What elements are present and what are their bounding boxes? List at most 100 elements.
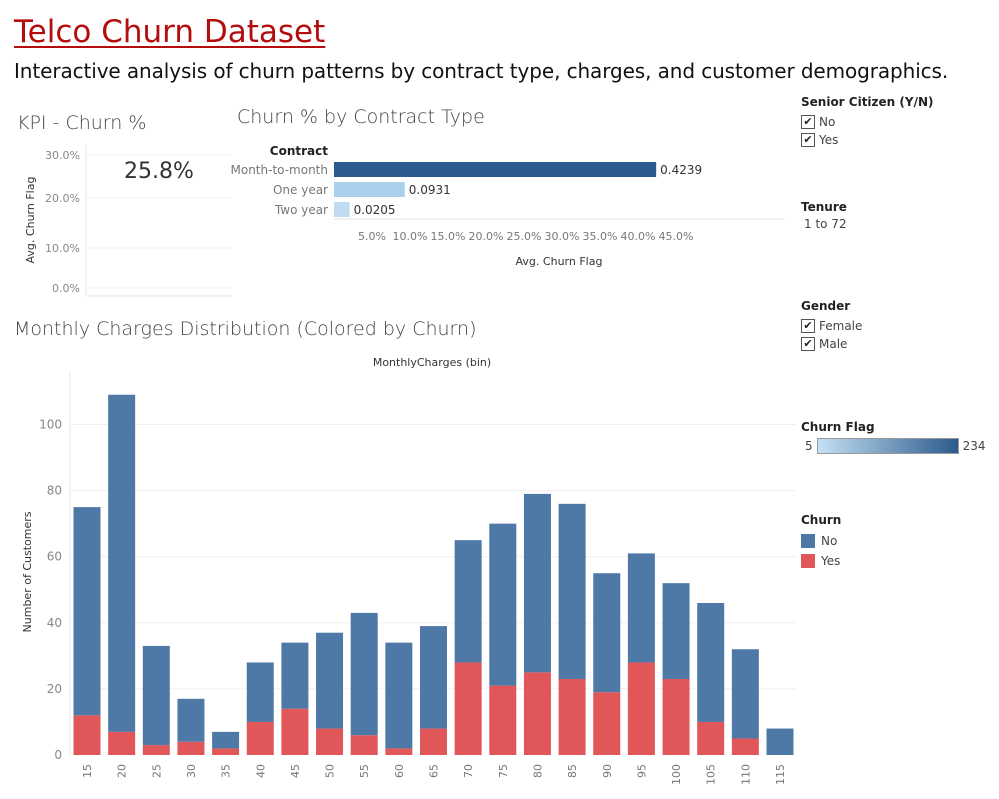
contract-chart-title: Churn % by Contract Type bbox=[237, 106, 485, 128]
contract-data-label: 0.0205 bbox=[354, 203, 396, 217]
histogram-y-tick-label: 100 bbox=[39, 418, 62, 432]
histogram-y-axis-label: Number of Customers bbox=[21, 511, 34, 632]
churn-flag-gradient bbox=[816, 438, 959, 454]
kpi-tick-label: 0.0% bbox=[52, 282, 80, 295]
senior-citizen-filter: Senior Citizen (Y/N) ✔ No ✔ Yes bbox=[801, 95, 933, 149]
churn-legend-label: No bbox=[821, 534, 838, 548]
histogram-bar-no bbox=[454, 540, 482, 663]
histogram-bar-no bbox=[662, 583, 690, 679]
histogram-bar-yes bbox=[73, 715, 101, 755]
tenure-filter-title: Tenure bbox=[801, 200, 847, 214]
churn-flag-color-legend: Churn Flag 5 234 bbox=[801, 420, 986, 454]
histogram-x-tick-label: 65 bbox=[428, 764, 441, 778]
senior-option-no[interactable]: ✔ No bbox=[801, 113, 933, 131]
senior-option-yes[interactable]: ✔ Yes bbox=[801, 131, 933, 149]
histogram-bar-yes bbox=[142, 745, 170, 755]
checkbox-checked-icon[interactable]: ✔ bbox=[801, 115, 815, 129]
checkbox-checked-icon[interactable]: ✔ bbox=[801, 133, 815, 147]
checkbox-checked-icon[interactable]: ✔ bbox=[801, 319, 815, 333]
contract-x-tick-label: 35.0% bbox=[583, 230, 618, 243]
tenure-range-value[interactable]: 1 to 72 bbox=[804, 217, 847, 231]
histogram-bar-no bbox=[766, 728, 794, 755]
checkbox-checked-icon[interactable]: ✔ bbox=[801, 337, 815, 351]
histogram-bar-no bbox=[627, 553, 655, 663]
tenure-filter: Tenure 1 to 72 bbox=[801, 200, 847, 231]
histogram-x-tick-label: 25 bbox=[150, 764, 163, 778]
gender-option-label: Male bbox=[819, 337, 848, 351]
histogram-title: Monthly Charges Distribution (Colored by… bbox=[14, 318, 477, 340]
histogram-bar-no bbox=[108, 394, 136, 732]
gender-option-female[interactable]: ✔ Female bbox=[801, 317, 862, 335]
dashboard-subtitle: Interactive analysis of churn patterns b… bbox=[14, 59, 949, 83]
senior-option-label: No bbox=[819, 115, 836, 129]
histogram-x-tick-label: 55 bbox=[358, 764, 371, 778]
churn-color-legend: Churn No Yes bbox=[801, 513, 841, 571]
contract-x-tick-label: 20.0% bbox=[469, 230, 504, 243]
histogram-bar-yes bbox=[316, 728, 344, 755]
histogram-x-tick-label: 100 bbox=[670, 764, 683, 785]
contract-x-tick-label: 10.0% bbox=[393, 230, 428, 243]
histogram-bar-yes bbox=[177, 741, 205, 755]
histogram-bar-no bbox=[246, 662, 274, 722]
histogram-x-tick-label: 105 bbox=[705, 764, 718, 785]
gender-filter: Gender ✔ Female ✔ Male bbox=[801, 299, 862, 353]
color-swatch bbox=[801, 534, 815, 548]
gender-option-male[interactable]: ✔ Male bbox=[801, 335, 862, 353]
kpi-tick-label: 20.0% bbox=[45, 192, 80, 205]
histogram-y-tick-label: 0 bbox=[54, 748, 62, 762]
histogram-bar-no bbox=[385, 642, 413, 749]
contract-category-label: Month-to-month bbox=[231, 163, 329, 177]
histogram-bar-no bbox=[731, 649, 759, 739]
histogram-bar-no bbox=[697, 602, 725, 722]
histogram-bar-no bbox=[593, 573, 621, 693]
kpi-value: 25.8% bbox=[124, 159, 194, 184]
churn-legend-item-yes[interactable]: Yes bbox=[801, 551, 841, 571]
contract-category-header: Contract bbox=[270, 144, 328, 158]
contract-x-tick-label: 5.0% bbox=[358, 230, 386, 243]
histogram-y-tick-label: 60 bbox=[47, 550, 62, 564]
contract-bar bbox=[334, 162, 657, 177]
histogram-y-tick-label: 80 bbox=[47, 484, 62, 498]
contract-category-label: One year bbox=[273, 183, 328, 197]
histogram-bar-yes bbox=[489, 685, 517, 755]
contract-x-tick-label: 40.0% bbox=[621, 230, 656, 243]
histogram-x-header: MonthlyCharges (bin) bbox=[373, 356, 491, 369]
contract-category-label: Two year bbox=[274, 203, 328, 217]
histogram-bar-no bbox=[142, 645, 170, 746]
histogram-y-tick-label: 40 bbox=[47, 616, 62, 630]
senior-option-label: Yes bbox=[819, 133, 839, 147]
histogram-bar-yes bbox=[420, 728, 447, 755]
contract-bar bbox=[334, 182, 405, 197]
histogram-bar-no bbox=[558, 503, 586, 679]
contract-bar-chart: Contract Month-to-month 0.4239 One year 0.09… bbox=[231, 144, 785, 268]
histogram-bar-yes bbox=[627, 662, 655, 755]
histogram-x-tick-label: 60 bbox=[393, 764, 406, 778]
histogram-bar-no bbox=[523, 493, 551, 673]
histogram-x-tick-label: 20 bbox=[116, 764, 129, 778]
contract-x-tick-label: 30.0% bbox=[545, 230, 580, 243]
monthly-charges-histogram: MonthlyCharges (bin) Number of Customers 0… bbox=[21, 356, 796, 785]
kpi-chart: 30.0% 20.0% 10.0% 0.0% Avg. Churn Flag 25.8% bbox=[24, 145, 232, 297]
histogram-bar-yes bbox=[281, 708, 309, 755]
dashboard-title: Telco Churn Dataset bbox=[14, 14, 326, 50]
histogram-bar-yes bbox=[454, 662, 482, 755]
histogram-bar-yes bbox=[212, 748, 240, 755]
histogram-bar-no bbox=[420, 626, 447, 729]
histogram-bar-no bbox=[281, 642, 309, 709]
contract-x-axis-label: Avg. Churn Flag bbox=[516, 255, 603, 268]
histogram-x-tick-label: 80 bbox=[531, 764, 544, 778]
churn-legend-item-no[interactable]: No bbox=[801, 531, 841, 551]
histogram-bar-no bbox=[177, 698, 205, 742]
contract-x-tick-label: 25.0% bbox=[507, 230, 542, 243]
contract-bar bbox=[334, 202, 350, 217]
kpi-title: KPI - Churn % bbox=[17, 112, 147, 134]
histogram-bar-no bbox=[212, 731, 240, 749]
histogram-x-tick-label: 30 bbox=[185, 764, 198, 778]
churn-flag-max: 234 bbox=[962, 439, 986, 453]
churn-legend-label: Yes bbox=[821, 554, 841, 568]
contract-data-label: 0.0931 bbox=[409, 183, 451, 197]
histogram-x-tick-label: 40 bbox=[254, 764, 267, 778]
histogram-bar-no bbox=[350, 612, 378, 736]
histogram-x-tick-label: 75 bbox=[497, 764, 510, 778]
contract-x-tick-label: 15.0% bbox=[431, 230, 466, 243]
